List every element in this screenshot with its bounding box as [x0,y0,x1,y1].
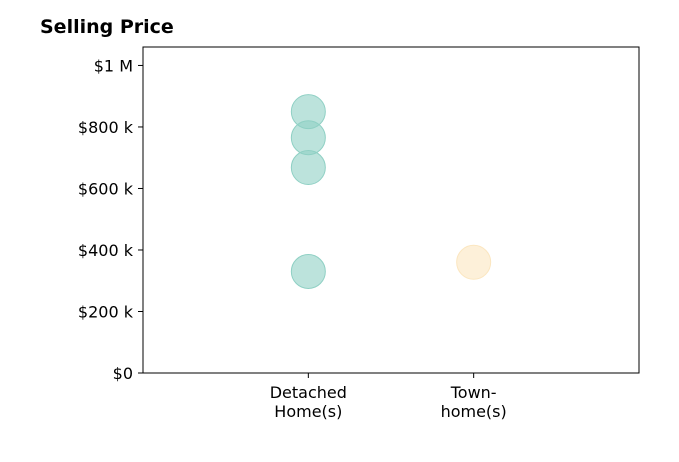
y-axis: $0 $200 k $400 k $600 k $800 k $1 M [78,56,143,383]
data-point [290,254,326,290]
x-tick-label: Town- [450,383,497,402]
data-point [290,120,326,156]
y-tick-label: $800 k [78,118,134,137]
data-point [456,244,492,280]
data-point [290,150,326,186]
plot-frame [142,46,640,374]
data-points [290,94,492,290]
chart-title: Selling Price [40,16,174,38]
y-tick-label: $600 k [78,179,134,198]
y-tick-label: $200 k [78,302,134,321]
y-tick-label: $0 [113,364,133,383]
x-tick-label: home(s) [441,402,507,421]
y-tick-label: $1 M [94,56,133,75]
x-tick-label: Home(s) [274,402,342,421]
y-tick-label: $400 k [78,241,134,260]
x-tick-label: Detached [270,383,347,402]
